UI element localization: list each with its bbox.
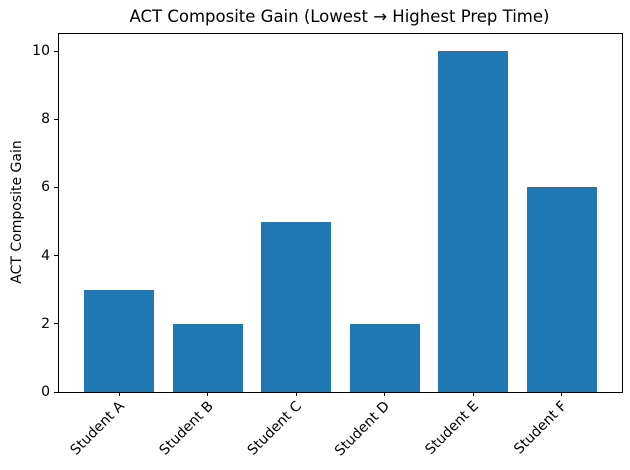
x-tick-label: Student C [244, 398, 305, 459]
plot-area: 0 2 4 6 8 10 Student A Student B Student C Stude… [32, 33, 623, 459]
x-tick [207, 392, 209, 396]
y-tick [54, 118, 58, 120]
x-tick [472, 392, 474, 396]
y-tick [54, 255, 58, 257]
x-tick [118, 392, 120, 396]
x-tick [384, 392, 386, 396]
y-tick [54, 186, 58, 188]
y-axis-label: ACT Composite Gain [9, 140, 25, 284]
y-tick [54, 323, 58, 325]
y-tick-label: 4 [41, 247, 50, 264]
bar [84, 289, 155, 392]
y-tick-label: 10 [32, 43, 50, 60]
x-tick [561, 392, 563, 396]
y-tick-label: 8 [41, 111, 50, 128]
bar [438, 51, 509, 392]
bar [526, 187, 597, 392]
x-tick-label: Student E [422, 398, 482, 458]
y-tick-label: 6 [41, 179, 50, 196]
bar [261, 221, 332, 392]
x-tick [295, 392, 297, 396]
bar [349, 323, 420, 392]
x-tick-label: Student B [156, 398, 217, 459]
y-tick-label: 0 [41, 384, 50, 400]
chart-title: ACT Composite Gain (Lowest → Highest Pre… [129, 7, 550, 26]
x-tick-label: Student D [332, 398, 394, 460]
bar [172, 323, 243, 392]
y-tick [54, 391, 58, 393]
y-tick-label: 2 [41, 315, 50, 332]
x-tick-label: Student F [511, 398, 571, 458]
x-tick-label: Student A [67, 398, 128, 459]
y-tick [54, 50, 58, 52]
